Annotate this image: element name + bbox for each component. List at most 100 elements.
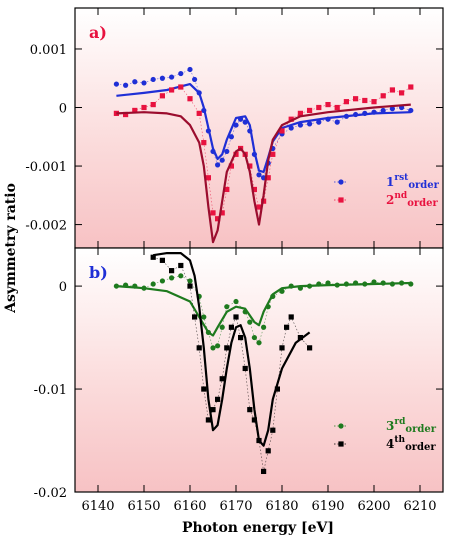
data-point <box>408 84 414 90</box>
data-point <box>256 204 262 210</box>
data-point <box>219 376 225 382</box>
data-point <box>159 93 165 99</box>
data-point <box>251 334 257 341</box>
data-point <box>228 163 234 169</box>
data-point <box>247 319 253 325</box>
data-dotted-line <box>116 86 411 220</box>
data-point <box>215 216 221 222</box>
data-point <box>251 417 257 423</box>
data-point <box>187 283 193 289</box>
data-point <box>169 275 175 281</box>
data-point <box>187 96 193 102</box>
y-tick-label: 0.001 <box>30 43 67 58</box>
data-point <box>362 97 368 104</box>
data-point <box>297 122 303 128</box>
x-axis: 6140 6150 6160 6170 6180 6190 6200 6210 <box>81 499 436 514</box>
data-point <box>169 74 175 80</box>
data-point <box>279 345 285 351</box>
data-point <box>238 334 244 341</box>
data-point <box>297 334 303 341</box>
y-tick-label: -0.002 <box>25 219 67 234</box>
data-point <box>288 314 294 320</box>
plot-area <box>74 7 444 249</box>
data-point <box>307 345 313 351</box>
data-point <box>251 186 257 193</box>
data-point <box>123 82 129 88</box>
x-axis-title: Photon energy [eV] <box>182 520 334 536</box>
x-tick-label: 6140 <box>81 499 114 514</box>
data-point <box>224 148 230 155</box>
data-point <box>228 324 234 330</box>
data-point <box>389 106 395 112</box>
data-point <box>316 119 322 125</box>
legend-marker <box>338 441 344 447</box>
legend-label: 3rdorder <box>386 417 437 435</box>
data-point <box>389 87 395 93</box>
data-point <box>159 278 165 284</box>
data-point <box>150 281 156 287</box>
data-point <box>187 66 193 73</box>
fit-line <box>116 103 411 244</box>
data-point <box>132 107 138 114</box>
data-point <box>224 304 230 310</box>
data-point <box>205 417 211 423</box>
data-point <box>224 345 230 351</box>
data-point <box>210 345 216 351</box>
data-point <box>141 104 147 111</box>
x-tick-label: 6180 <box>265 499 298 514</box>
x-tick-label: 6190 <box>311 499 344 514</box>
data-point <box>178 70 184 77</box>
panel-label: a) <box>89 23 107 42</box>
data-point <box>380 93 386 99</box>
y-tick-label: 0 <box>59 280 67 295</box>
data-point <box>325 101 331 108</box>
legend-label: 1rstorder <box>386 173 440 191</box>
x-tick-label: 6200 <box>357 499 390 514</box>
data-point <box>187 278 193 284</box>
data-point <box>233 151 239 157</box>
data-point <box>233 298 239 305</box>
data-point <box>270 427 276 433</box>
data-point <box>196 110 202 116</box>
data-point <box>219 157 225 163</box>
data-point <box>288 116 294 122</box>
fit-line <box>116 281 411 337</box>
panel-label: b) <box>89 263 108 282</box>
x-tick-label: 6150 <box>127 499 160 514</box>
data-point <box>380 107 386 114</box>
data-point <box>343 99 349 105</box>
data-point <box>270 151 276 157</box>
data-point <box>210 210 216 216</box>
data-point <box>215 396 221 402</box>
data-point <box>159 75 165 81</box>
data-point <box>169 87 175 93</box>
data-point <box>192 314 198 320</box>
data-point <box>150 254 156 260</box>
data-point <box>196 345 202 351</box>
data-point <box>219 210 225 216</box>
y-axis-title: Asymmetry ratio <box>3 183 19 314</box>
x-tick-label: 6160 <box>173 499 206 514</box>
data-point <box>247 407 253 413</box>
data-point <box>261 468 267 475</box>
data-point <box>141 80 147 86</box>
data-point <box>334 104 340 111</box>
y-tick-label: -0.001 <box>25 160 67 175</box>
data-point <box>371 99 377 105</box>
data-point <box>316 104 322 111</box>
data-dotted-line <box>116 69 411 179</box>
legend-marker <box>338 179 344 185</box>
data-point <box>256 172 262 178</box>
legend-marker <box>338 423 344 429</box>
data-point <box>224 186 230 193</box>
y-tick-label: -0.01 <box>34 383 67 398</box>
data-point <box>178 84 184 90</box>
fit-line <box>153 252 311 447</box>
data-point <box>210 407 216 413</box>
data-point <box>159 257 165 263</box>
data-point <box>284 324 290 330</box>
data-point <box>247 163 253 169</box>
